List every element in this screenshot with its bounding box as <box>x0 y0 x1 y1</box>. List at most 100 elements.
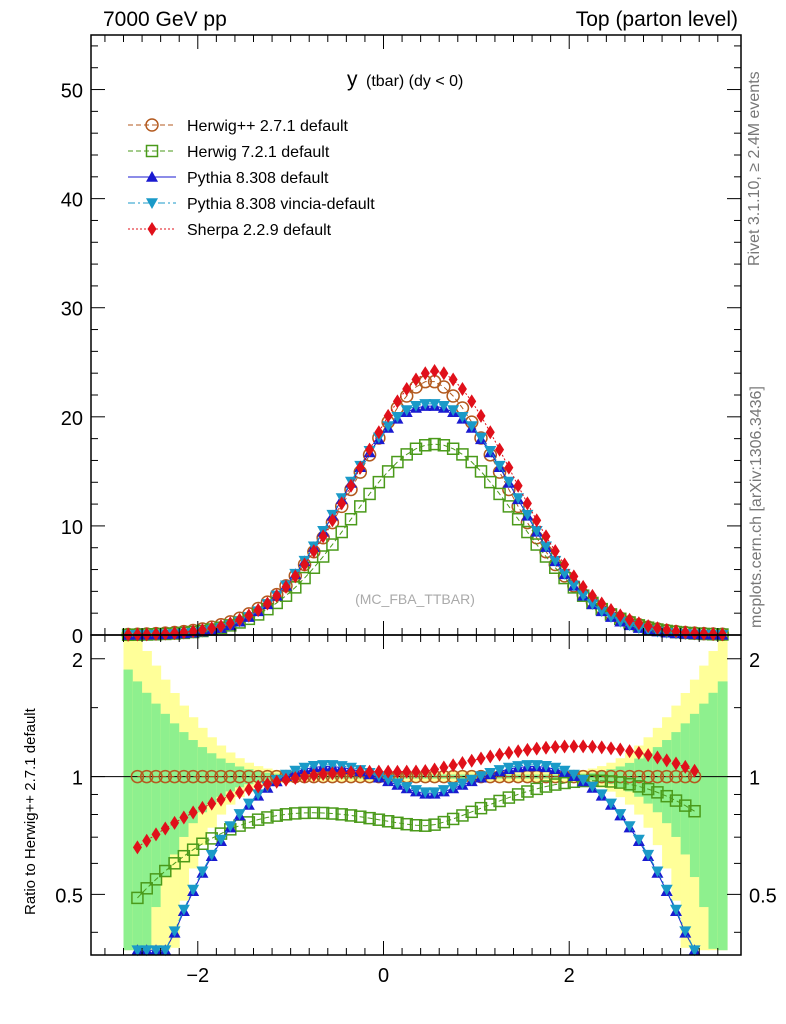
ratio-point <box>484 798 497 811</box>
data-point <box>326 538 339 551</box>
y-tick-label: 0 <box>72 626 83 648</box>
ratio-point <box>474 801 488 815</box>
ratio-y-tick-label-right: 0.5 <box>749 885 777 907</box>
ratio-band-inner <box>717 681 728 951</box>
legend-item: Pythia 8.308 vincia-default <box>128 196 375 213</box>
ratio-point <box>317 760 330 771</box>
data-point <box>502 500 516 513</box>
ratio-band-inner <box>671 732 682 837</box>
ratio-band-inner <box>188 740 199 824</box>
ratio-point <box>659 769 674 784</box>
data-point <box>447 405 460 417</box>
ratio-point <box>437 815 451 829</box>
data-point <box>272 588 282 603</box>
ratio-point <box>550 740 560 755</box>
ratio-point <box>614 776 627 789</box>
ratio-band-inner <box>123 669 134 951</box>
data-point <box>643 619 653 634</box>
data-point <box>484 475 497 489</box>
ratio-point <box>540 760 552 772</box>
data-point <box>605 612 617 623</box>
ratio-point <box>532 741 542 756</box>
ratio-point <box>354 810 367 823</box>
ratio-point <box>679 926 692 938</box>
ratio-point <box>149 873 163 886</box>
x-tick-label: 0 <box>378 965 389 987</box>
data-point <box>567 580 580 592</box>
ratio-y-tick-label: 1 <box>72 768 83 790</box>
ratio-point <box>634 745 644 760</box>
data-point <box>577 590 590 602</box>
data-point <box>652 621 662 636</box>
data-point <box>558 568 571 580</box>
ratio-point <box>244 782 254 797</box>
data-point <box>597 596 607 611</box>
ratio-point <box>614 809 627 820</box>
ratio-y-tick-label: 2 <box>72 650 83 672</box>
ratio-point <box>512 761 525 772</box>
data-point <box>410 401 422 412</box>
rivet-version-label: Rivet 3.1.10, ≥ 2.4M events <box>746 71 763 266</box>
data-point <box>355 460 365 475</box>
data-point <box>549 555 562 567</box>
data-point <box>502 476 515 488</box>
ratio-point <box>392 764 402 779</box>
data-point <box>587 588 597 603</box>
legend-label: Pythia 8.308 default <box>187 170 329 187</box>
ratio-point <box>326 760 339 771</box>
ratio-point <box>587 739 597 754</box>
ratio-point <box>207 796 217 811</box>
ratio-point <box>660 789 673 803</box>
legend-marker <box>146 198 158 209</box>
ratio-point <box>337 765 347 780</box>
ratio-point <box>446 812 460 826</box>
data-point <box>281 579 291 594</box>
ratio-point <box>382 774 395 786</box>
ratio-point <box>391 816 404 830</box>
ratio-point <box>355 764 365 779</box>
ratio-point <box>242 816 256 829</box>
ratio-point <box>465 805 478 819</box>
ratio-band-inner <box>652 747 663 813</box>
ratio-band-inner <box>699 703 709 908</box>
ratio-point <box>335 808 348 821</box>
data-point <box>363 487 376 501</box>
ratio-point <box>309 768 319 783</box>
ratio-point <box>261 811 274 824</box>
header-process: Top (parton level) <box>575 8 738 31</box>
ratio-point <box>670 904 682 916</box>
ratio-point <box>560 739 570 754</box>
ratio-band-inner <box>179 732 189 837</box>
data-point <box>335 525 348 539</box>
data-point <box>309 544 319 559</box>
ratio-point <box>586 781 599 793</box>
ratio-point <box>420 764 430 779</box>
legend: Herwig++ 2.7.1 default Herwig 7.2.1 defau… <box>128 118 375 239</box>
ratio-point <box>539 780 553 793</box>
ratio-point <box>651 786 664 799</box>
ratio-point <box>279 808 293 821</box>
ratio-point <box>289 807 302 820</box>
ratio-point <box>411 764 421 779</box>
ratio-point <box>177 904 190 916</box>
data-point <box>372 475 386 489</box>
data-point <box>420 366 430 381</box>
data-point <box>690 626 700 641</box>
legend-item: Herwig++ 2.7.1 default <box>128 118 349 135</box>
data-point <box>381 465 395 478</box>
ratio-point <box>177 849 191 863</box>
ratio-point <box>511 788 525 801</box>
data-point <box>428 437 441 451</box>
ratio-point <box>391 778 404 790</box>
legend-label: Herwig 7.2.1 default <box>187 144 330 161</box>
data-point <box>382 421 395 432</box>
ratio-point <box>168 857 181 870</box>
ratio-point <box>493 794 506 808</box>
ratio-point <box>383 764 393 779</box>
data-point <box>316 550 330 563</box>
ratio-point <box>456 778 469 790</box>
ratio-point <box>281 772 291 787</box>
data-point <box>512 493 525 505</box>
ratio-point <box>197 800 207 815</box>
